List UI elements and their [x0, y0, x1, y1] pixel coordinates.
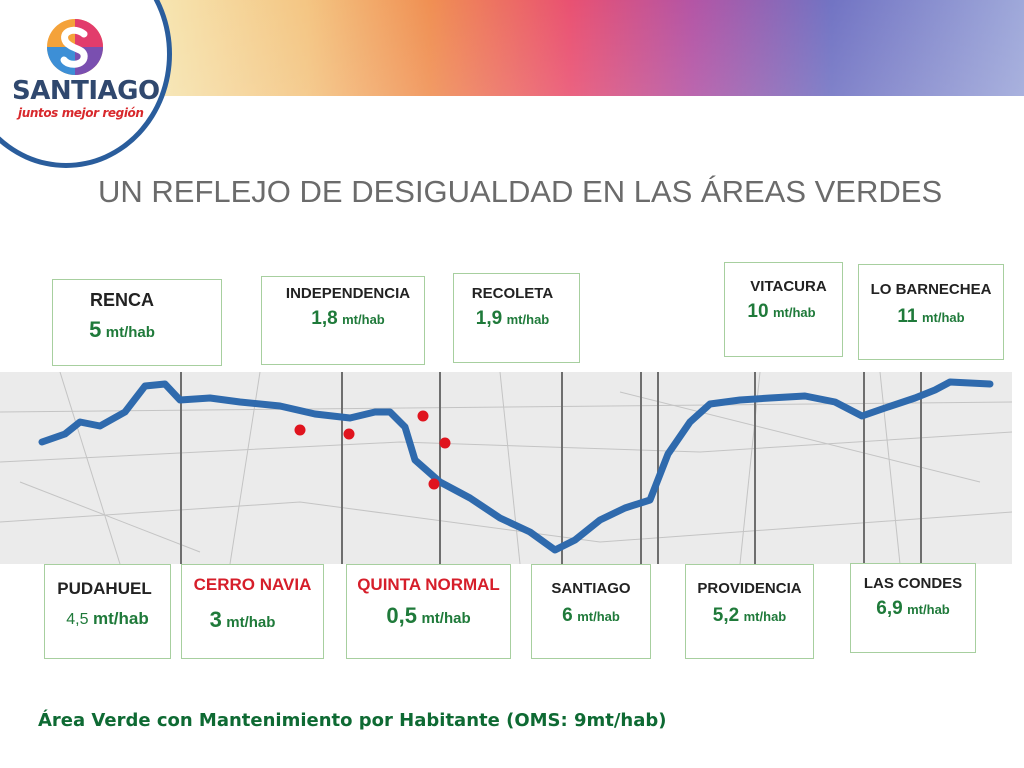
commune-value: 6 mt/hab [562, 605, 620, 626]
commune-box-recoleta: RECOLETA 1,9 mt/hab [453, 273, 580, 363]
header-banner [150, 0, 1024, 96]
commune-box-independencia: INDEPENDENCIA 1,8 mt/hab [261, 276, 425, 365]
commune-name: CERRO NAVIA [193, 575, 312, 594]
commune-value: 4,5 mt/hab [66, 609, 149, 628]
commune-box-providencia: PROVIDENCIA 5,2 mt/hab [685, 564, 814, 659]
commune-box-santiago: SANTIAGO 6 mt/hab [531, 564, 651, 659]
commune-value: 3 mt/hab [209, 607, 276, 632]
footer-note: Área Verde con Mantenimiento por Habitan… [38, 710, 667, 731]
commune-name: INDEPENDENCIA [285, 285, 411, 302]
commune-value: 0,5 mt/hab [386, 603, 471, 628]
logo-name: SANTIAGO [12, 76, 160, 106]
river-map-graphic [0, 372, 1012, 564]
commune-box-vitacura: VITACURA 10 mt/hab [724, 262, 843, 357]
commune-name: PROVIDENCIA [697, 580, 802, 597]
commune-box-quinta-normal: QUINTA NORMAL 0,5 mt/hab [346, 564, 511, 659]
commune-name: VITACURA [750, 278, 827, 295]
commune-name: QUINTA NORMAL [357, 575, 500, 594]
commune-box-las-condes: LAS CONDES 6,9 mt/hab [850, 563, 976, 653]
page-title: UN REFLEJO DE DESIGUALDAD EN LAS ÁREAS V… [98, 174, 943, 209]
commune-box-renca: RENCA 5 mt/hab [52, 279, 222, 366]
commune-box-cerro-navia: CERRO NAVIA 3 mt/hab [181, 564, 324, 659]
commune-value: 5,2 mt/hab [712, 605, 787, 626]
commune-value: 10 mt/hab [747, 301, 816, 322]
commune-value: 1,9 mt/hab [475, 308, 550, 329]
commune-name: LAS CONDES [863, 575, 963, 592]
commune-box-pudahuel: PUDAHUEL 4,5 mt/hab [44, 564, 171, 659]
santiago-logo-icon [47, 19, 103, 75]
commune-name: LO BARNECHEA [870, 281, 992, 298]
commune-name: PUDAHUEL [57, 579, 152, 598]
commune-box-lo-barnechea: LO BARNECHEA 11 mt/hab [858, 264, 1004, 360]
river-map [0, 372, 1012, 564]
commune-value: 5 mt/hab [89, 317, 155, 342]
commune-name: RENCA [89, 290, 154, 310]
logo-tagline: juntos mejor región [18, 106, 144, 120]
commune-name: RECOLETA [471, 285, 554, 302]
commune-value: 11 mt/hab [897, 306, 965, 327]
commune-value: 1,8 mt/hab [311, 308, 385, 329]
commune-value: 6,9 mt/hab [876, 598, 950, 619]
commune-name: SANTIAGO [551, 580, 631, 597]
